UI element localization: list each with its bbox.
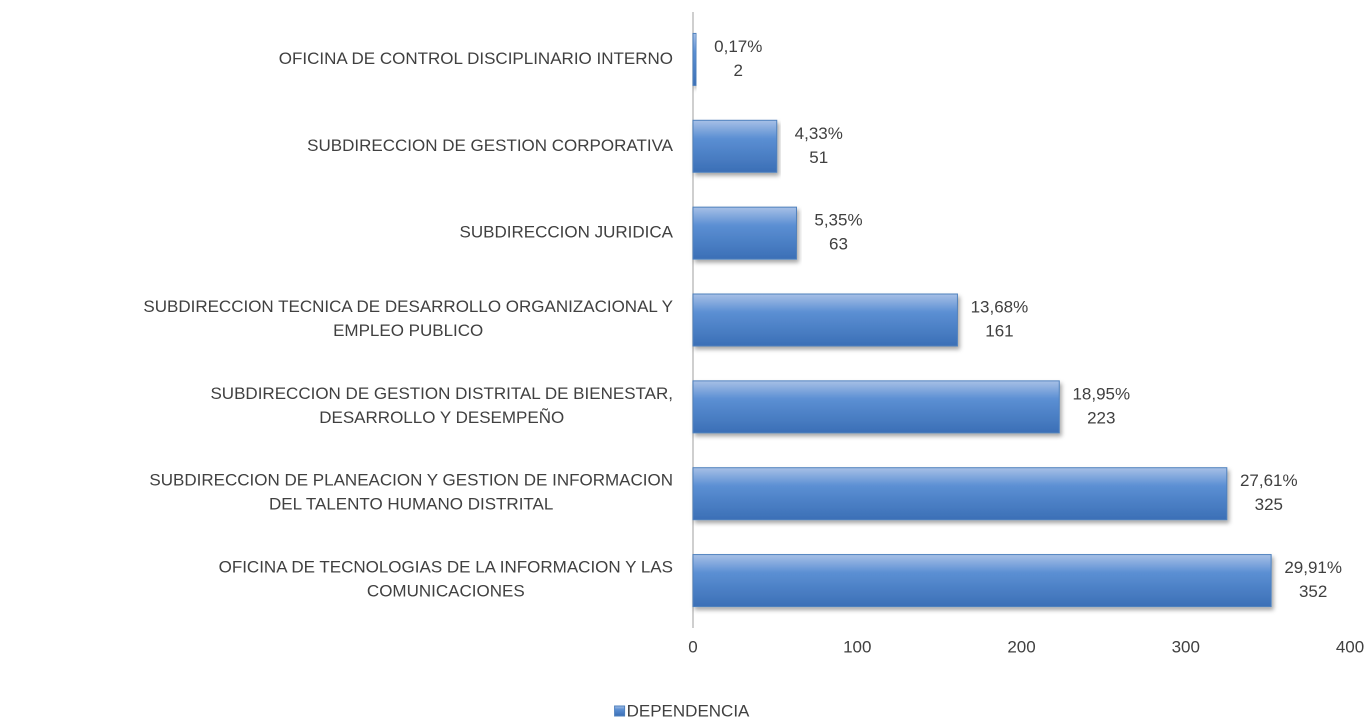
- bar: [692, 119, 778, 173]
- legend: DEPENDENCIA: [614, 701, 750, 719]
- value-label: 63: [829, 235, 848, 254]
- percent-label: 0,17%: [714, 37, 762, 56]
- legend-label: DEPENDENCIA: [627, 701, 750, 719]
- value-label: 352: [1299, 582, 1327, 601]
- percent-label: 5,35%: [814, 211, 862, 230]
- value-label: 51: [809, 148, 828, 167]
- percent-label: 18,95%: [1072, 384, 1130, 403]
- bar: [692, 380, 1060, 434]
- x-tick-label: 0: [688, 637, 697, 656]
- bar: [692, 206, 797, 260]
- percent-label: 27,61%: [1240, 471, 1298, 490]
- legend-marker: [614, 705, 626, 717]
- bar: [692, 32, 697, 86]
- value-label: 161: [985, 321, 1013, 340]
- y-tick-label: SUBDIRECCION DE PLANEACION Y GESTION DE …: [149, 471, 673, 514]
- percent-label: 13,68%: [971, 297, 1029, 316]
- y-tick-label: SUBDIRECCION DE GESTION CORPORATIVA: [307, 136, 674, 155]
- value-label: 223: [1087, 408, 1115, 427]
- x-tick-label: 100: [843, 637, 871, 656]
- y-tick-label: SUBDIRECCION DE GESTION DISTRITAL DE BIE…: [210, 384, 673, 427]
- bar: [692, 554, 1272, 608]
- x-tick-label: 300: [1172, 637, 1200, 656]
- x-tick-label: 400: [1336, 637, 1364, 656]
- bar: [692, 467, 1228, 521]
- y-tick-label: SUBDIRECCION TECNICA DE DESARROLLO ORGAN…: [143, 297, 673, 340]
- y-tick-label: SUBDIRECCION JURIDICA: [460, 223, 674, 242]
- value-label: 2: [734, 61, 743, 80]
- bar: [692, 293, 958, 347]
- y-tick-label: OFICINA DE TECNOLOGIAS DE LA INFORMACION…: [219, 558, 673, 601]
- x-tick-label: 200: [1007, 637, 1035, 656]
- value-label: 325: [1255, 495, 1283, 514]
- percent-label: 29,91%: [1284, 558, 1342, 577]
- percent-label: 4,33%: [795, 124, 843, 143]
- y-tick-label: OFICINA DE CONTROL DISCIPLINARIO INTERNO: [279, 49, 673, 68]
